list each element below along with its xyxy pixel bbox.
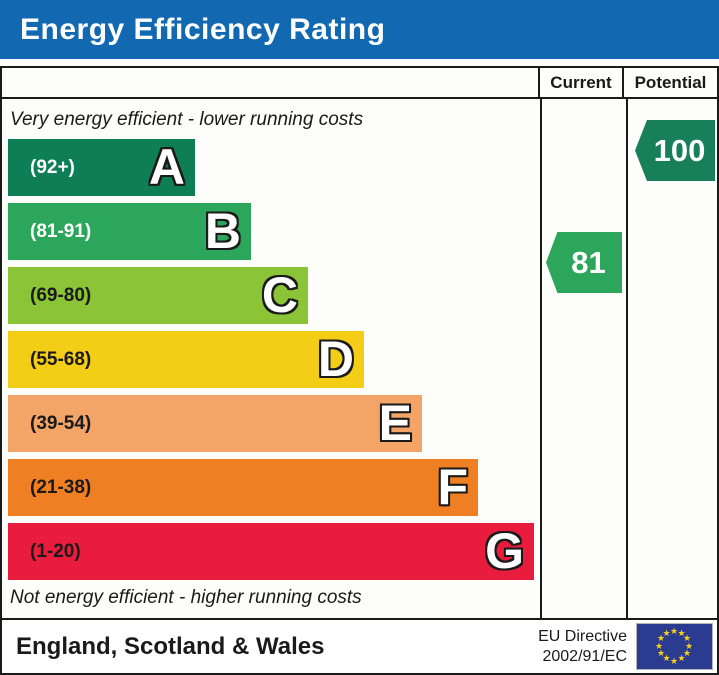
potential-rating-column: 100 [628, 99, 717, 618]
bottom-note: Not energy efficient - higher running co… [10, 587, 362, 608]
band-range-label: (69-80) [30, 284, 92, 306]
star-icon: ★ [657, 648, 666, 658]
bands-container: (92+) A (81-91) B (69-80) C (55-68) D (3… [8, 139, 540, 580]
star-icon: ★ [677, 627, 686, 638]
band-letter: C [261, 267, 298, 323]
band-letter: D [317, 331, 354, 387]
band-range-label: (55-68) [30, 348, 92, 370]
band-range-label: (1-20) [30, 540, 81, 562]
header-row: Current Potential [2, 68, 717, 99]
star-icon: ★ [662, 653, 671, 664]
star-icon: ★ [682, 633, 692, 643]
eu-directive-line1: EU Directive [538, 627, 627, 645]
current-rating-column: 81 [542, 99, 628, 618]
eu-flag: ★ ★ ★ ★ ★ ★ ★ ★ ★ ★ ★ ★ [636, 623, 713, 670]
band-letter: B [204, 203, 241, 259]
band-row-d: (55-68) D [8, 331, 364, 388]
band-range-label: (21-38) [30, 476, 92, 498]
star-icon: ★ [657, 633, 666, 643]
band-letter: E [378, 395, 412, 451]
top-note: Very energy efficient - lower running co… [10, 109, 364, 130]
potential-column-header: Potential [634, 73, 707, 92]
star-icon: ★ [677, 653, 686, 664]
band-row-e: (39-54) E [8, 395, 422, 452]
band-row-f: (21-38) F [8, 459, 478, 516]
current-rating-arrow: 81 [546, 232, 622, 293]
rating-table: Current Potential Very energy efficient … [0, 66, 719, 675]
star-icon: ★ [662, 627, 671, 638]
star-icon: ★ [655, 640, 664, 651]
title-bar: Energy Efficiency Rating [0, 0, 719, 59]
potential-rating-arrow: 100 [635, 120, 715, 181]
current-column-header: Current [540, 68, 624, 97]
eu-directive-label: EU Directive 2002/91/EC [538, 627, 627, 667]
band-range-label: (39-54) [30, 412, 92, 434]
potential-rating-value: 100 [653, 132, 706, 168]
star-icon: ★ [682, 648, 692, 658]
star-icon: ★ [685, 640, 694, 651]
star-icon: ★ [670, 655, 679, 666]
band-letter: G [485, 523, 524, 579]
table-body: Very energy efficient - lower running co… [2, 99, 717, 618]
band-letter: A [148, 139, 185, 195]
current-rating-value: 81 [571, 244, 606, 280]
region-label: England, Scotland & Wales [16, 632, 325, 660]
bands-chart: Very energy efficient - lower running co… [2, 99, 542, 618]
star-icon: ★ [670, 625, 679, 636]
band-letter: F [437, 459, 468, 515]
header-spacer-cell [2, 68, 540, 97]
band-range-label: (81-91) [30, 220, 92, 242]
band-row-g: (1-20) G [8, 523, 534, 580]
band-row-a: (92+) A [8, 139, 195, 196]
eu-directive-line2: 2002/91/EC [542, 647, 627, 665]
page-title: Energy Efficiency Rating [20, 12, 386, 46]
footer-row: England, Scotland & Wales EU Directive 2… [2, 618, 717, 673]
band-row-b: (81-91) B [8, 203, 251, 260]
band-range-label: (92+) [30, 156, 75, 178]
band-row-c: (69-80) C [8, 267, 308, 324]
